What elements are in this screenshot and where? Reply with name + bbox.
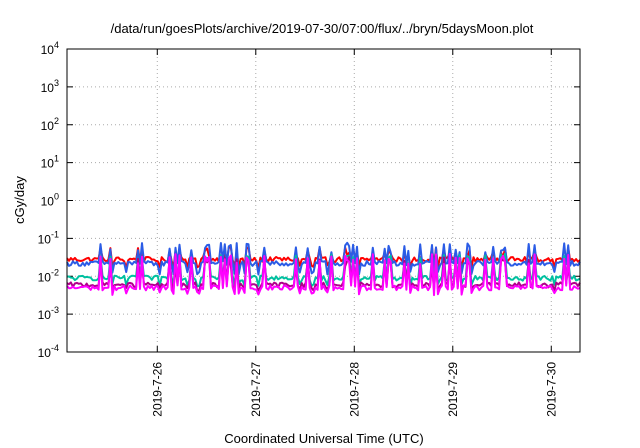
y-tick-label: 102: [41, 116, 59, 133]
series-line: [66, 252, 581, 297]
x-tick-label: 2019-7-26: [150, 362, 164, 417]
y-tick-label: 104: [41, 40, 59, 57]
y-tick-labels: 10-4 10-3 10-2 10-1 100 101 102 103 104: [38, 40, 59, 360]
series-line: [66, 241, 581, 276]
x-tick-label: 2019-7-29: [446, 362, 460, 417]
series-group: [66, 241, 581, 297]
x-tick-labels: 2019-7-26 2019-7-27 2019-7-28 2019-7-29 2019…: [150, 362, 558, 417]
plot-frame: [66, 48, 581, 353]
y-tick-label: 10-2: [38, 267, 59, 284]
x-axis-label: Coordinated Universal Time (UTC): [224, 431, 423, 446]
x-tick-label: 2019-7-28: [347, 362, 361, 417]
x-tick-label: 2019-7-30: [544, 362, 558, 417]
y-axis-label: cGy/day: [12, 176, 27, 224]
y-tick-label: 103: [41, 78, 59, 95]
y-tick-label: 100: [41, 192, 59, 209]
x-tick-label: 2019-7-27: [249, 362, 263, 417]
y-tick-label: 10-3: [38, 305, 59, 322]
y-tick-label: 10-4: [38, 343, 59, 360]
chart-title: /data/run/goesPlots/archive/2019-07-30/0…: [111, 21, 534, 36]
y-tick-label: 101: [41, 154, 59, 171]
y-tick-label: 10-1: [38, 229, 59, 246]
grid-lines: [67, 48, 580, 353]
